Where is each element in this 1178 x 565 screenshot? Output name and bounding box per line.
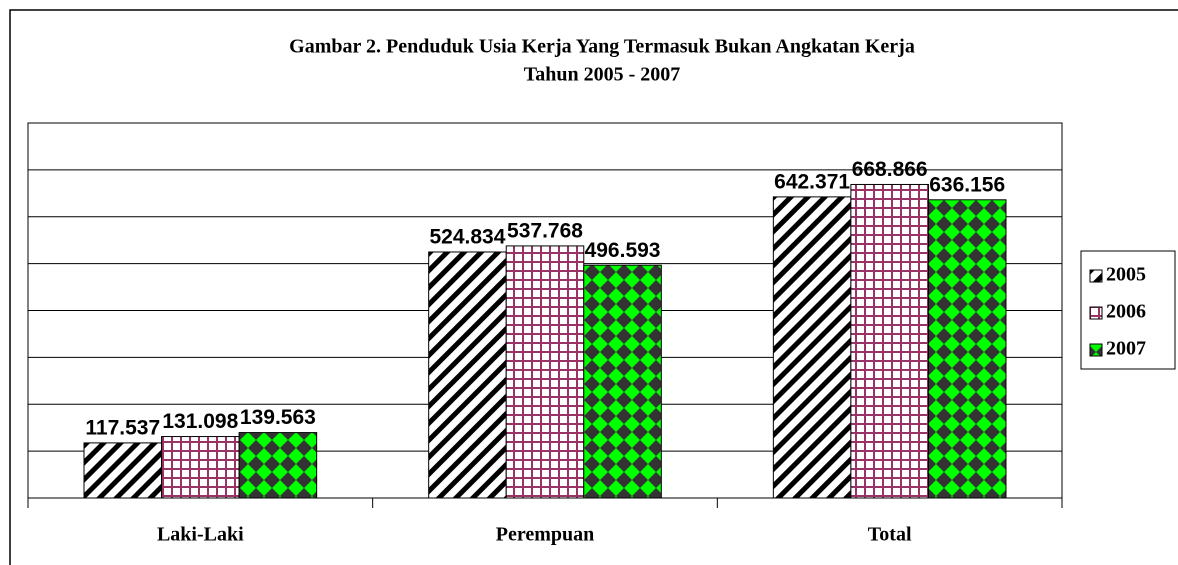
value-label: 668.866 xyxy=(852,158,928,181)
legend-swatch xyxy=(1089,306,1103,320)
bar xyxy=(772,196,852,499)
bar xyxy=(83,442,163,499)
bar xyxy=(583,264,662,499)
legend-label: 2006 xyxy=(1106,301,1146,323)
value-label: 496.593 xyxy=(585,239,661,262)
legend-label: 2007 xyxy=(1106,338,1146,360)
value-label: 537.768 xyxy=(507,219,583,242)
bar xyxy=(850,183,929,499)
bar xyxy=(161,436,240,499)
value-label: 642.371 xyxy=(774,170,850,193)
value-label: 139.563 xyxy=(240,406,316,429)
bar xyxy=(238,432,318,499)
x-tick-label: Perempuan xyxy=(496,524,595,546)
chart-title: Gambar 2. Penduduk Usia Kerja Yang Terma… xyxy=(289,36,915,58)
value-label: 636.156 xyxy=(929,173,1005,196)
x-tick-label: Laki-Laki xyxy=(157,524,244,546)
chart-title: Tahun 2005 - 2007 xyxy=(524,64,681,86)
value-label: 524.834 xyxy=(429,226,505,249)
bar xyxy=(927,199,1007,499)
bar xyxy=(428,251,507,499)
bar xyxy=(505,245,585,499)
legend-swatch xyxy=(1089,343,1103,357)
value-label: 131.098 xyxy=(162,410,238,433)
chart-frame xyxy=(9,9,1178,565)
value-label: 117.537 xyxy=(85,416,160,439)
legend-label: 2005 xyxy=(1106,264,1146,286)
legend-swatch xyxy=(1089,269,1103,283)
x-tick-label: Total xyxy=(868,524,912,546)
